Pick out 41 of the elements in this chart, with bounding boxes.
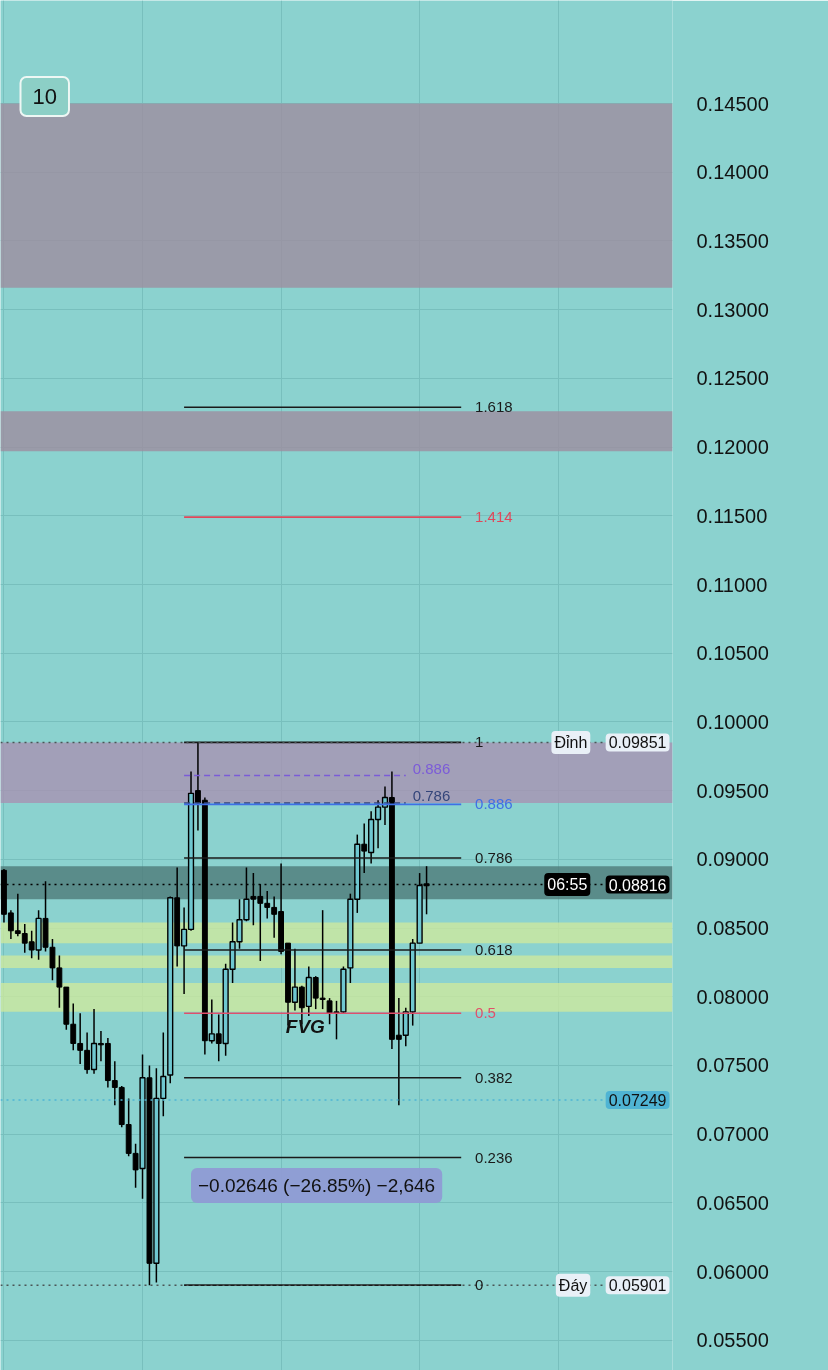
ref-line-label: 0.07249 — [608, 1091, 667, 1109]
ref-line-label: 0.08816 — [608, 876, 667, 894]
annotation: 0.886 — [412, 759, 451, 777]
y-tick-label: 0.09000 — [696, 848, 769, 871]
y-tick-label: 0.13000 — [696, 298, 769, 321]
y-tick-label: 0.10500 — [696, 642, 769, 665]
annotation: Đỉnh — [554, 733, 588, 751]
annotation: Đáy — [558, 1276, 588, 1294]
annotation: 1 — [475, 733, 484, 751]
annotation: 0.886 — [475, 795, 513, 813]
band-label: FVG — [285, 1015, 326, 1037]
annotation: 1.618 — [475, 398, 513, 416]
annotation: 1.414 — [475, 508, 513, 526]
annotation: 0.236 — [475, 1148, 513, 1166]
y-tick-label: 0.06500 — [696, 1191, 769, 1214]
annotation: 0.382 — [475, 1068, 513, 1086]
annotation: 0.786 — [475, 848, 513, 866]
y-tick-label: 0.05500 — [696, 1329, 769, 1352]
annotation: −0.02646 (−26.85%) −2,646 — [198, 1175, 436, 1196]
y-tick-label: 0.12000 — [696, 436, 769, 459]
ref-line-label: 0.05901 — [608, 1277, 667, 1295]
y-tick-label: 0.06000 — [696, 1260, 769, 1283]
annotation: 06:55 — [547, 876, 588, 894]
y-tick-label: 0.14500 — [696, 92, 769, 115]
annotation: 0 — [475, 1276, 484, 1294]
ref-line-label: 0.09851 — [608, 734, 667, 752]
y-tick-label: 0.11500 — [696, 504, 768, 527]
y-tick-label: 0.08500 — [696, 917, 769, 940]
annotation: 0.5 — [475, 1004, 496, 1022]
y-tick-label: 0.09500 — [696, 779, 769, 802]
annotation: 0.786 — [412, 786, 451, 804]
y-tick-label: 0.11000 — [696, 573, 768, 596]
y-tick-label: 0.12500 — [696, 367, 769, 390]
annotation: 10 — [32, 84, 57, 109]
y-tick-label: 0.13500 — [696, 229, 769, 252]
annotation: 0.618 — [475, 941, 513, 959]
y-tick-label: 0.08000 — [696, 985, 769, 1008]
y-tick-label: 0.10000 — [696, 710, 769, 733]
y-tick-label: 0.07500 — [696, 1054, 769, 1077]
y-tick-label: 0.14000 — [696, 161, 769, 184]
y-tick-label: 0.07000 — [696, 1123, 769, 1146]
